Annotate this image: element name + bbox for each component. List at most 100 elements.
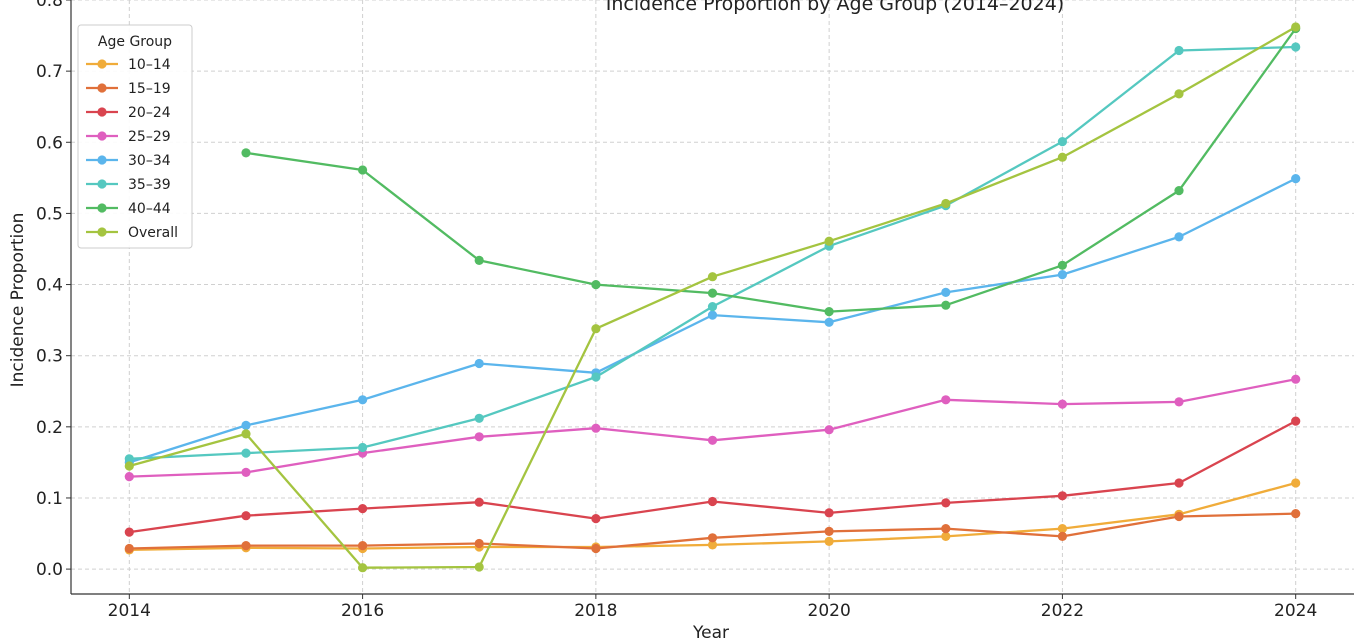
legend-label: 40–44 [128,201,171,217]
data-point [358,541,368,551]
data-point [591,543,601,554]
data-point [1291,174,1301,184]
data-point [474,432,484,442]
data-point [824,508,834,518]
legend-label: 35–39 [128,177,171,193]
data-point [358,563,368,573]
legend-entry-overall: Overall [86,225,178,241]
legend-entry-35-39: 35–39 [86,177,171,193]
legend-marker [97,203,107,213]
data-point [591,372,601,382]
data-point [1291,374,1301,384]
x-tick-label: 2014 [108,601,151,621]
data-point [707,540,718,550]
series-15-19 [124,508,1301,554]
data-point [358,395,368,405]
data-point [1057,270,1067,280]
data-point [1174,89,1184,99]
legend-marker [97,107,107,117]
data-point [1057,399,1067,409]
data-point [1291,22,1301,32]
legend-marker [97,227,107,237]
y-tick-label: 0.0 [36,560,63,580]
data-point [474,497,484,507]
x-ticks: 2014 2016 2018 2020 2022 2024 [108,594,1317,621]
data-point [591,280,601,290]
chart-title: Incidence Proportion by Age Group (2014–… [606,0,1064,15]
data-point [241,448,251,458]
data-point [1057,524,1067,534]
data-point [1291,42,1301,52]
legend-marker [97,131,107,141]
legend-box [77,24,193,249]
data-point [1174,478,1184,488]
x-tick-label: 2024 [1274,601,1317,621]
series-30-34 [124,174,1301,467]
legend-label: 30–34 [128,153,171,169]
data-point [241,420,251,430]
data-point [1291,508,1301,519]
y-axis-label: Incidence Proportion [8,213,28,388]
data-point [824,526,834,537]
legend-entry-20-24: 20–24 [86,105,171,121]
series-overall [124,22,1301,573]
data-point [358,504,368,514]
data-point [474,413,484,423]
series-40-44 [241,23,1301,317]
data-point [941,395,951,405]
series-layer [124,22,1301,573]
data-point [941,198,951,209]
data-point [1057,137,1067,147]
legend-label: 25–29 [128,129,171,145]
data-point [474,538,484,549]
data-point [941,498,951,508]
data-point [241,429,251,439]
legend-marker [97,179,107,189]
x-tick-label: 2020 [808,601,851,621]
data-point [124,527,134,537]
legend-title: Age Group [98,34,172,50]
legend-label: Overall [128,225,178,241]
legend-entry-40-44: 40–44 [86,201,171,217]
data-point [591,423,601,433]
legend-label: 15–19 [128,81,171,97]
data-point [591,324,601,334]
legend-entry-15-19: 15–19 [86,81,171,97]
y-tick-label: 0.6 [36,133,63,153]
legend-entry-10-14: 10–14 [86,57,171,73]
legend-items: 10–14 15–19 20–24 25–29 30–34 35–39 40–44 Overa… [86,57,178,241]
y-tick-label: 0.3 [36,347,63,367]
data-point [707,302,718,312]
data-point [1174,397,1184,407]
x-tick-label: 2016 [341,601,384,621]
data-point [1057,531,1067,542]
data-point [1174,186,1184,196]
axes [70,0,1354,595]
gridlines [71,0,1354,594]
legend: Age Group 10–14 15–19 20–24 25–29 30–34 35–39… [77,24,193,249]
data-point [824,236,834,246]
series-line-25-29 [129,378,1296,478]
data-point [707,496,718,507]
series-line-35-39 [129,45,1296,460]
data-point [241,511,251,521]
legend-marker [97,155,107,165]
data-point [591,514,601,524]
series-25-29 [124,374,1301,482]
data-point [707,272,718,282]
data-point [474,358,484,369]
y-tick-label: 0.5 [36,204,63,224]
x-tick-label: 2022 [1041,601,1084,621]
data-point [941,300,951,310]
data-point [1174,511,1184,522]
data-point [1174,232,1184,242]
x-axis-label: Year [692,623,729,641]
data-point [1057,152,1067,162]
data-point [707,310,718,320]
series-line-40-44 [245,27,1297,313]
data-point [1057,491,1067,501]
data-point [824,317,834,327]
y-ticks: 0.0 0.1 0.2 0.3 0.4 0.5 0.6 0.7 0.8 [36,0,71,580]
legend-label: 10–14 [128,57,171,73]
